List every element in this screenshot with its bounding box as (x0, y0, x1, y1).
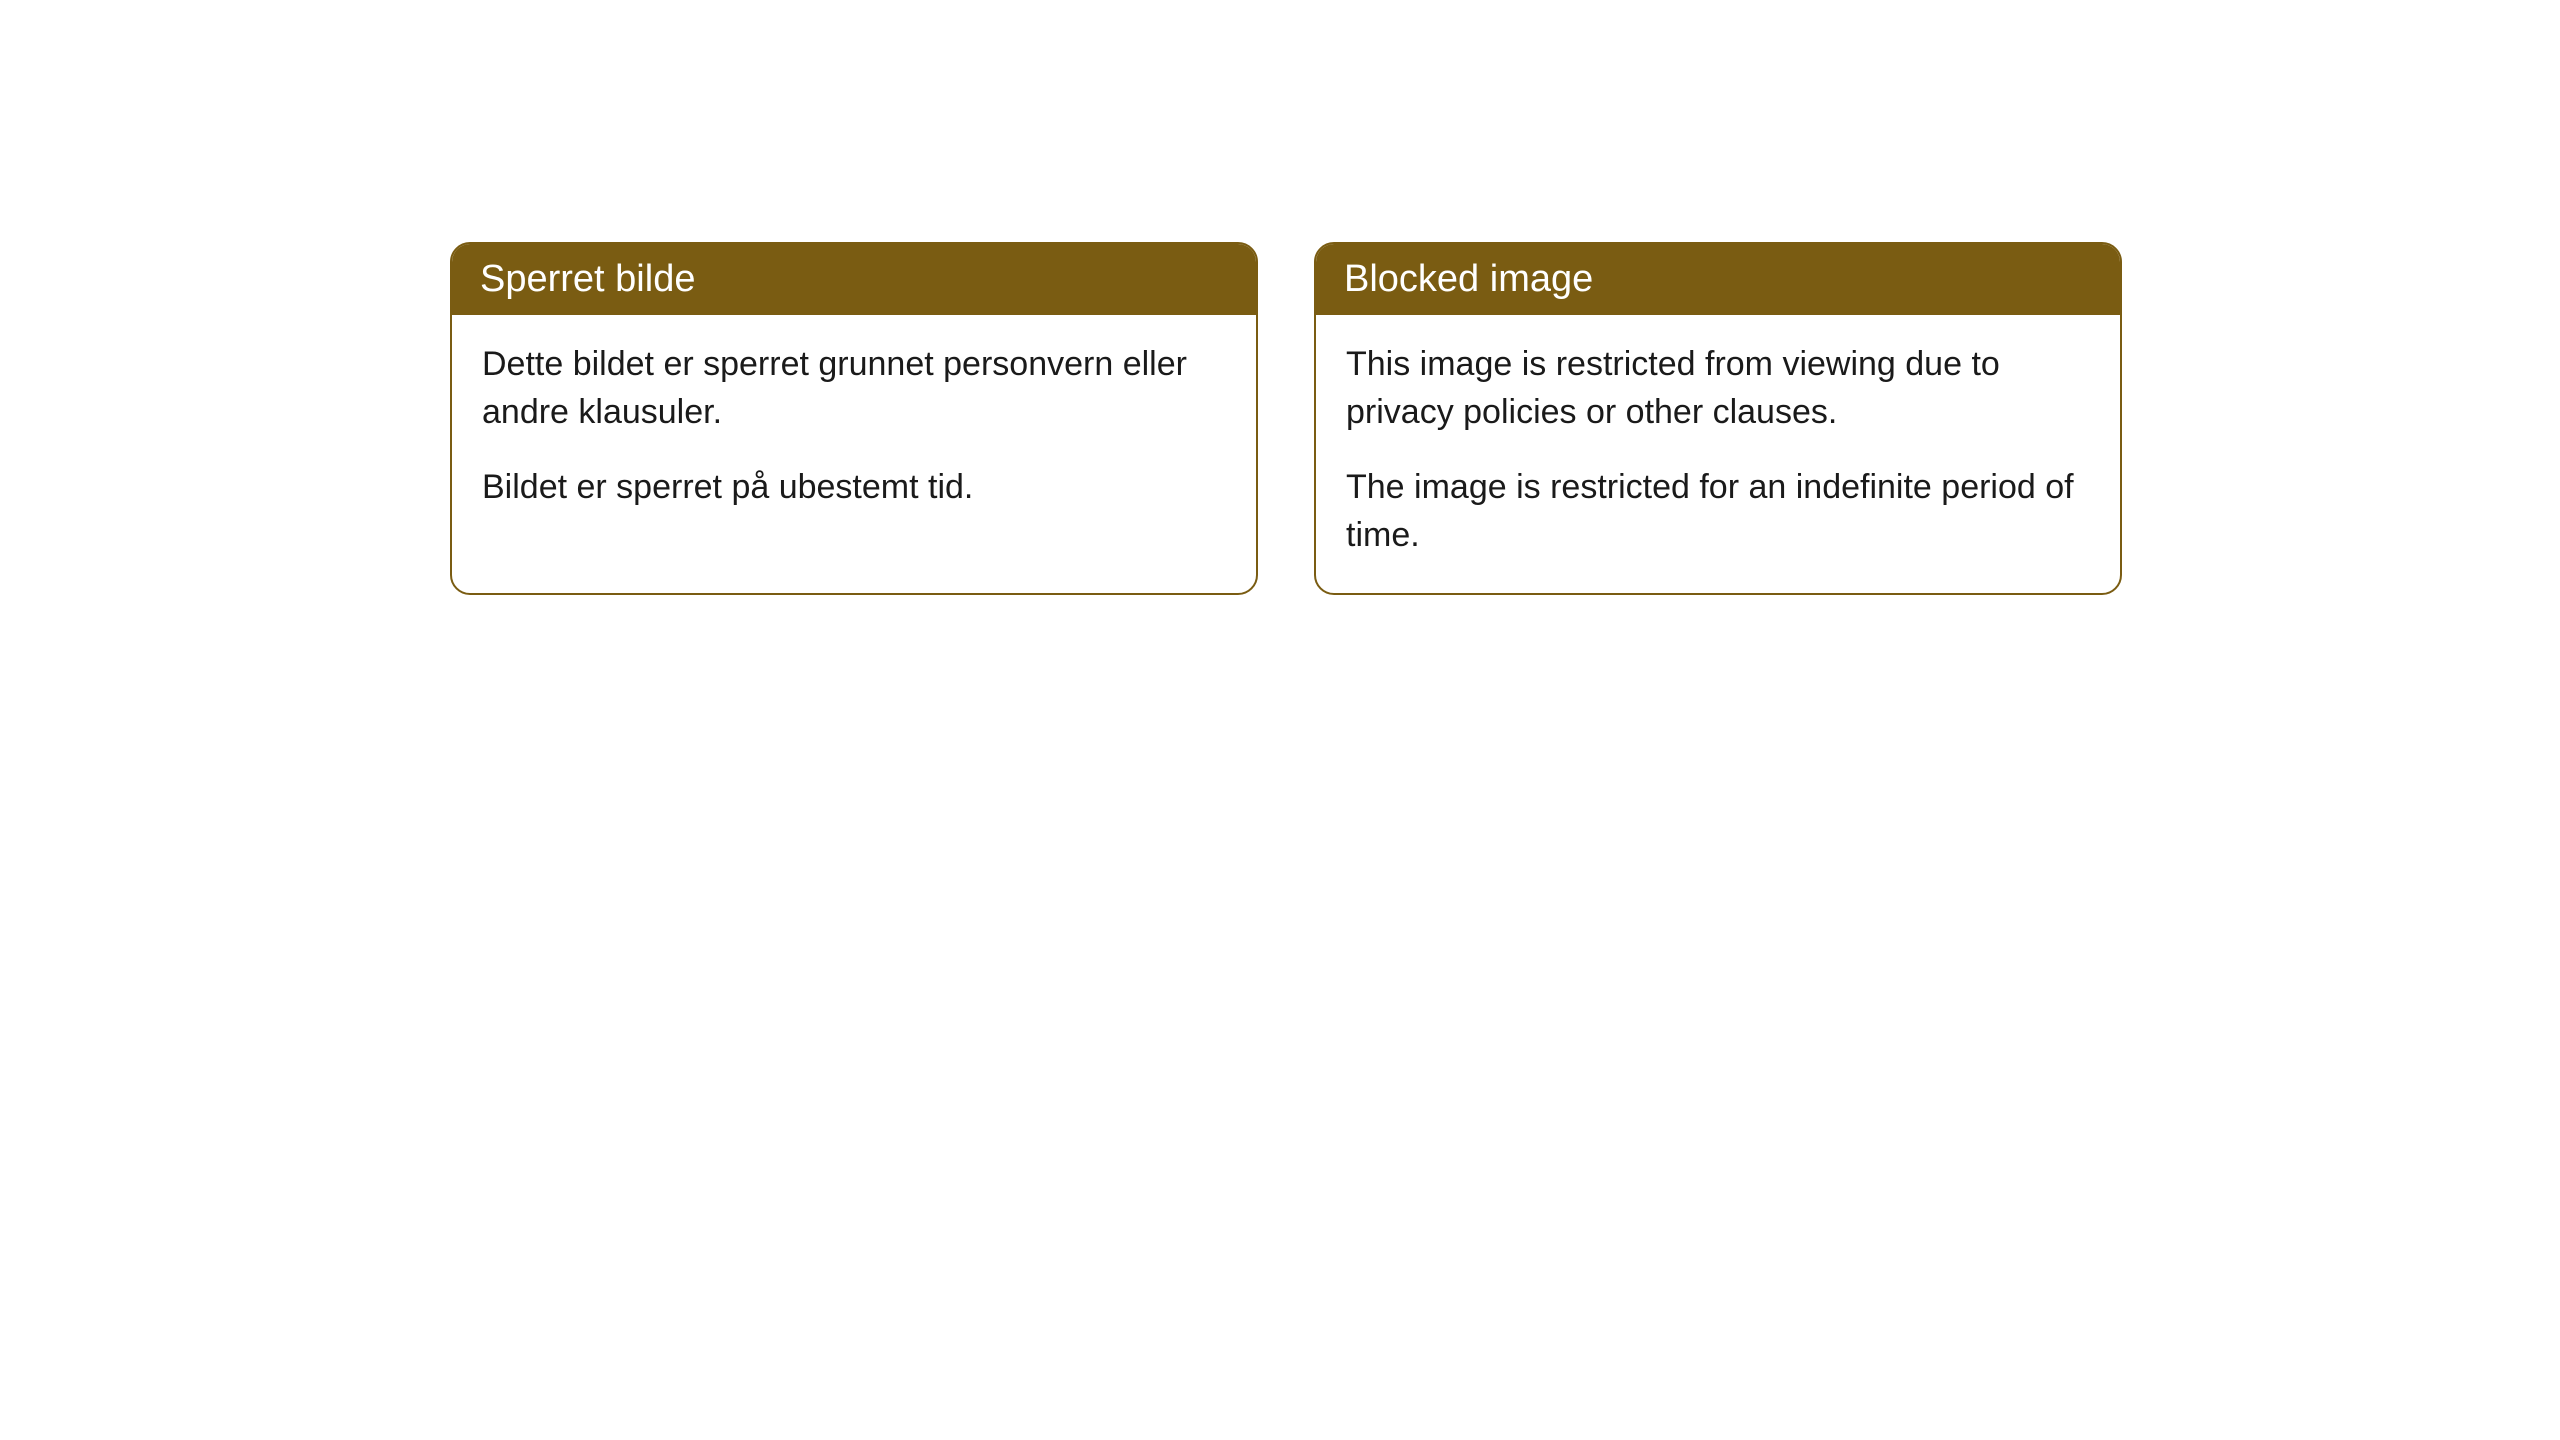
card-paragraph-2-norwegian: Bildet er sperret på ubestemt tid. (482, 464, 1226, 512)
card-title-norwegian: Sperret bilde (480, 258, 695, 300)
card-title-english: Blocked image (1344, 258, 1593, 300)
card-header-norwegian: Sperret bilde (452, 244, 1256, 315)
blocked-image-card-english: Blocked image This image is restricted f… (1314, 242, 2122, 595)
card-body-norwegian: Dette bildet er sperret grunnet personve… (452, 315, 1256, 546)
card-header-english: Blocked image (1316, 244, 2120, 315)
cards-container: Sperret bilde Dette bildet er sperret gr… (0, 0, 2560, 595)
blocked-image-card-norwegian: Sperret bilde Dette bildet er sperret gr… (450, 242, 1258, 595)
card-body-english: This image is restricted from viewing du… (1316, 315, 2120, 593)
card-paragraph-2-english: The image is restricted for an indefinit… (1346, 464, 2090, 559)
card-paragraph-1-norwegian: Dette bildet er sperret grunnet personve… (482, 341, 1226, 436)
card-paragraph-1-english: This image is restricted from viewing du… (1346, 341, 2090, 436)
